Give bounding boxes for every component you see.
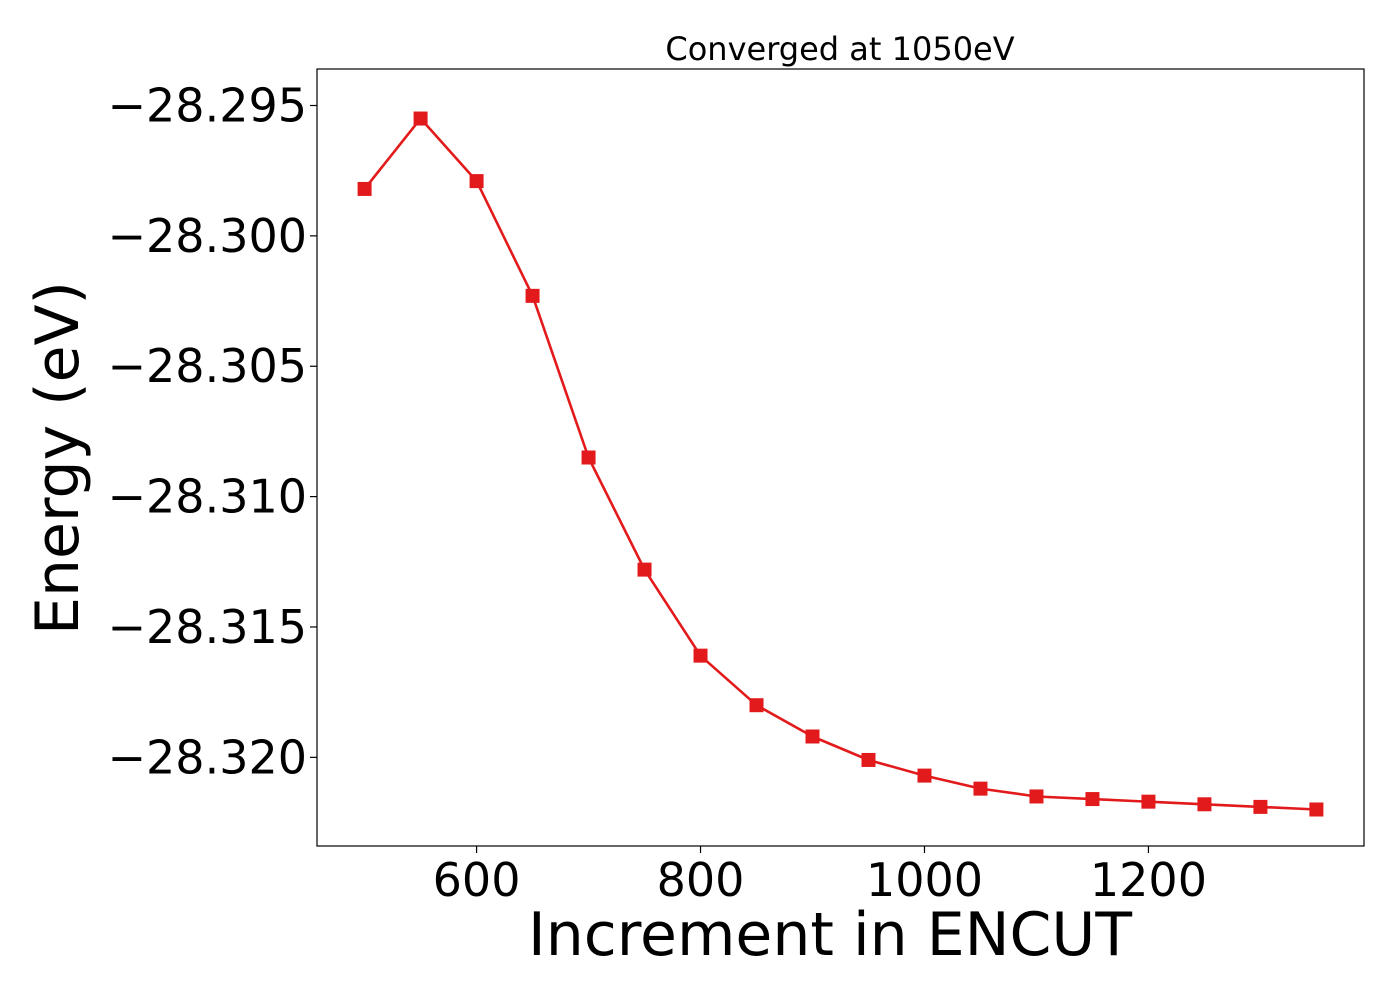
data-point [1253,799,1268,814]
y-tick-label: −28.300 [108,209,308,263]
x-tick-label: 800 [657,853,745,907]
data-point [469,174,484,189]
data-point [1085,792,1100,807]
data-point [917,768,932,783]
data-point [861,752,876,767]
data-point [525,288,540,303]
chart-title: Converged at 1050eV [665,30,1014,68]
data-point [805,729,820,744]
data-point [693,648,708,663]
series-line [363,117,1317,811]
y-tick-label: −28.295 [108,79,308,133]
data-point [1029,789,1044,804]
y-axis-ticks: −28.295 −28.300 −28.305 −28.310 −28.315 −28.3… [108,79,317,784]
y-tick-label: −28.310 [108,470,308,524]
data-point [1141,794,1156,809]
data-point [357,181,372,196]
y-tick-label: −28.305 [108,339,308,393]
data-point [749,698,764,713]
data-point [413,111,428,126]
x-tick-label: 1200 [1090,853,1207,907]
y-tick-label: −28.315 [108,600,308,654]
y-tick-label: −28.320 [108,730,308,784]
x-tick-label: 600 [433,853,521,907]
x-tick-label: 1000 [866,853,983,907]
x-axis-ticks: 600 800 1000 1200 [433,846,1207,907]
data-point [973,781,988,796]
data-point [1197,797,1212,812]
y-axis-label: Energy (eV) [23,281,93,635]
x-axis-label: Increment in ENCUT [528,900,1132,970]
plot-frame [316,68,1365,847]
series-layer [357,111,1324,817]
data-point [581,450,596,465]
data-point [1309,802,1324,817]
data-point [637,562,652,577]
